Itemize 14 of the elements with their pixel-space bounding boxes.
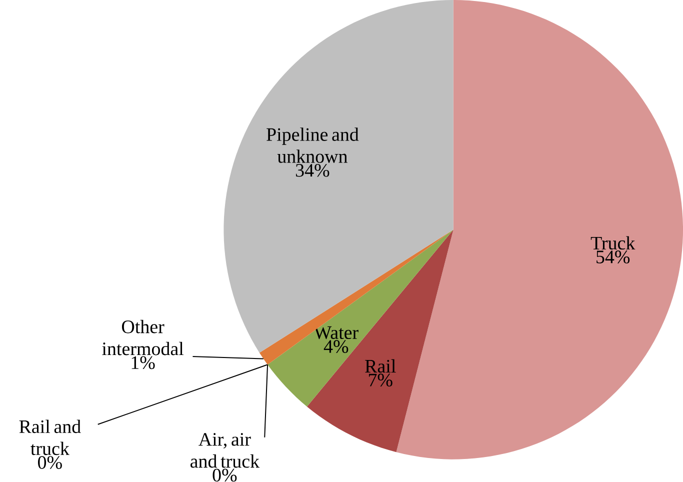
data-label: 7% — [368, 374, 392, 387]
data-label: 4% — [324, 340, 348, 354]
slice-label: Truck — [590, 236, 636, 250]
category-label: Air, air and truck — [190, 433, 260, 468]
data-label: 34% — [296, 164, 330, 177]
category-label: Rail and truck — [19, 420, 81, 456]
slice-label: Water — [314, 326, 358, 340]
slice-label: Pipeline and unknown — [266, 128, 359, 164]
text: 0% — [212, 468, 237, 482]
slice-label: Rail — [365, 359, 396, 373]
text: 0% — [38, 456, 62, 470]
data-label: 1% — [132, 356, 155, 370]
data-label: 54% — [596, 250, 630, 264]
slice-label: Other intermodal — [102, 320, 184, 356]
